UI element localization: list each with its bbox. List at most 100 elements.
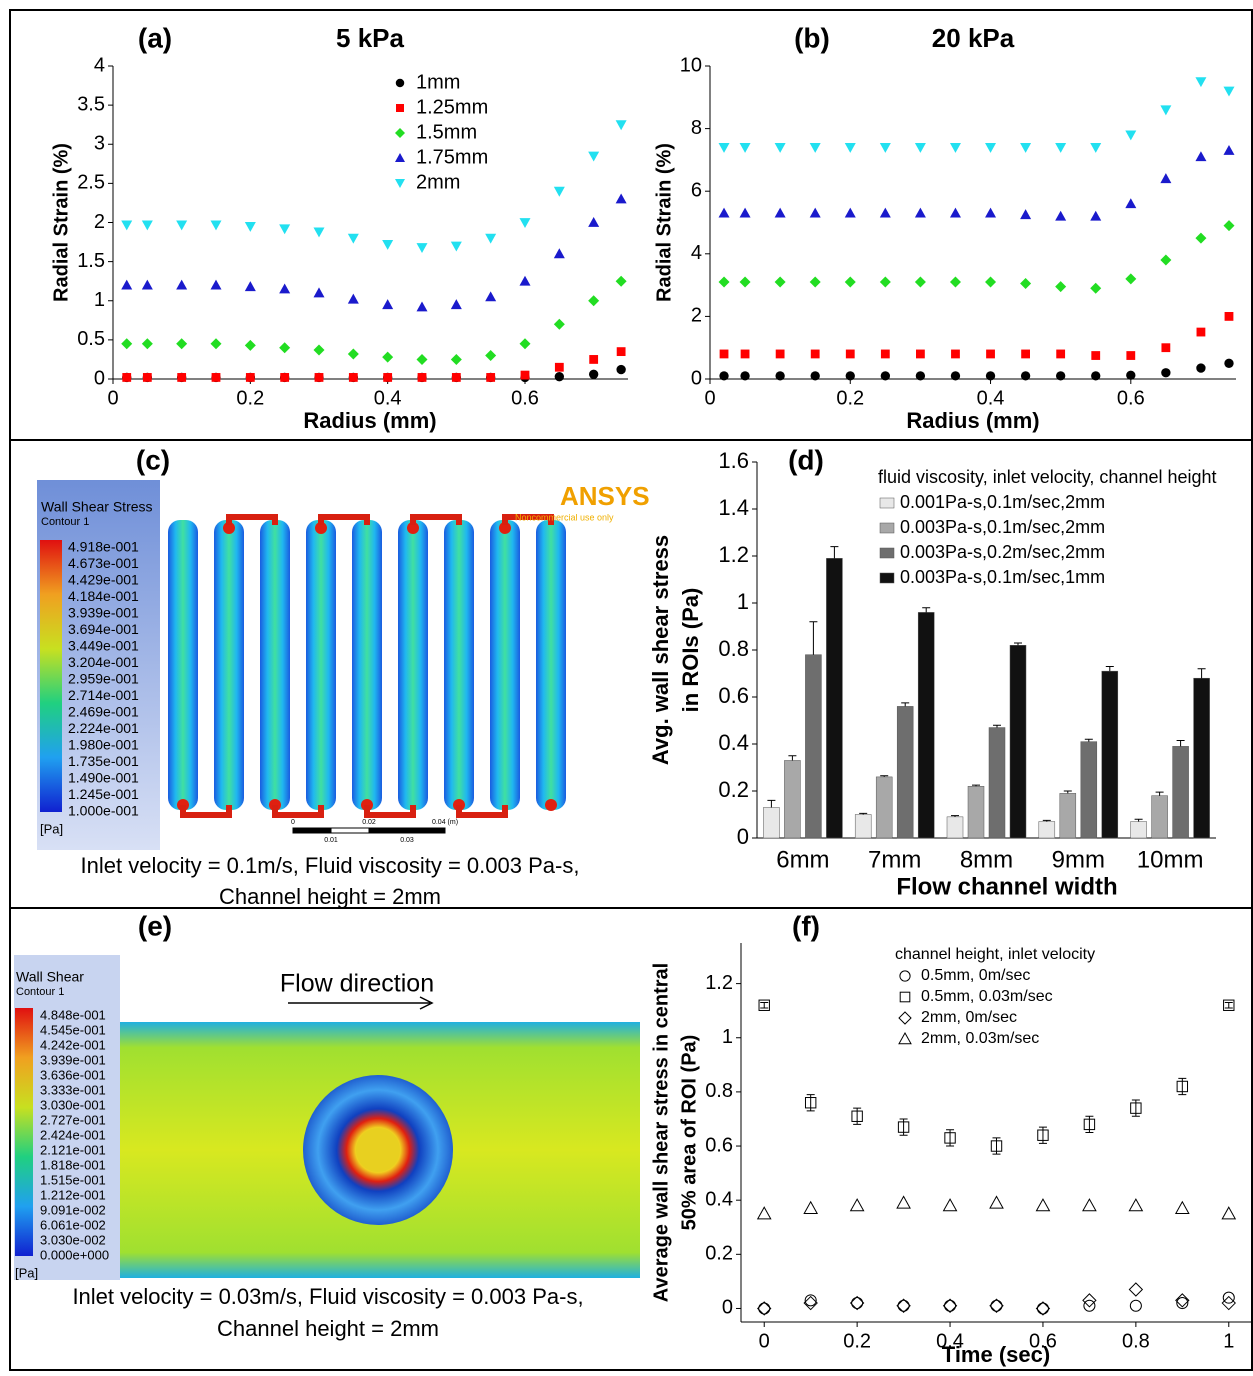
marker <box>880 143 891 153</box>
channel <box>398 520 428 810</box>
legend-title: Wall Shear <box>16 969 84 985</box>
marker <box>950 143 961 153</box>
x-tick-label: 1 <box>1223 1330 1234 1352</box>
y-axis-label: in ROIs (Pa) <box>678 588 703 713</box>
legend-label: 0.5mm, 0.03m/sec <box>921 988 1053 1005</box>
panel-label: (c) <box>136 444 170 475</box>
marker <box>1090 143 1101 153</box>
marker <box>451 354 462 365</box>
legend-swatch <box>880 523 894 533</box>
bar <box>855 815 871 839</box>
error-bar <box>1177 740 1185 746</box>
y-tick-label: 0.5 <box>77 328 105 350</box>
error-bar <box>1106 666 1114 671</box>
scale-label: 0.02 <box>362 819 376 826</box>
error-bar <box>1085 739 1093 741</box>
logo-note: Noncommercial use only <box>515 512 614 522</box>
marker <box>589 355 598 364</box>
marker <box>348 348 359 359</box>
colorbar-label: 9.091e-002 <box>40 1202 106 1217</box>
y-axis-label: Radial Strain (%) <box>50 143 72 302</box>
marker <box>951 371 960 380</box>
marker <box>719 371 728 380</box>
error-bar <box>1064 791 1072 793</box>
marker <box>451 299 462 309</box>
marker <box>810 208 821 218</box>
panel-label: (d) <box>788 444 824 475</box>
marker <box>758 1302 771 1315</box>
x-tick-label: 0 <box>759 1330 770 1352</box>
y-axis-label: 50% area of ROI (Pa) <box>678 1035 700 1231</box>
marker <box>852 1298 863 1309</box>
error-bar <box>993 725 1001 727</box>
marker <box>1036 1199 1049 1211</box>
bar <box>1194 678 1210 838</box>
marker <box>1125 198 1136 208</box>
y-axis-label: Avg. wall shear stress <box>648 535 673 765</box>
colorbar-label: 4.673e-001 <box>68 555 139 571</box>
colorbar-label: 0.000e+000 <box>40 1247 109 1262</box>
y-tick-label: 0.8 <box>705 1080 733 1102</box>
y-tick-label: 4 <box>691 242 702 264</box>
caption: Channel height = 2mm <box>219 884 441 909</box>
marker <box>616 365 625 374</box>
panel-label: (e) <box>138 910 172 941</box>
legend-label: 0.5mm, 0m/sec <box>921 967 1030 984</box>
colorbar-label: 4.242e-001 <box>40 1037 106 1052</box>
colorbar-label: 1.515e-001 <box>40 1172 106 1187</box>
marker <box>1197 328 1206 337</box>
caption: Inlet velocity = 0.1m/s, Fluid viscosity… <box>81 853 580 878</box>
bar <box>989 728 1005 838</box>
bar <box>1010 645 1026 838</box>
marker <box>246 373 255 382</box>
marker <box>616 276 627 287</box>
legend-label: 0.003Pa-s,0.1m/sec,2mm <box>900 517 1105 537</box>
y-tick-label: 1.5 <box>77 250 105 272</box>
marker <box>1056 350 1065 359</box>
y-tick-label: 0.2 <box>705 1243 733 1265</box>
marker <box>1125 130 1136 140</box>
y-tick-label: 8 <box>691 117 702 139</box>
marker <box>950 208 961 218</box>
marker <box>880 208 891 218</box>
legend-title: Wall Shear Stress <box>41 499 153 515</box>
marker <box>985 143 996 153</box>
colorbar-label: 3.694e-001 <box>68 621 139 637</box>
marker <box>122 373 131 382</box>
bar <box>1173 746 1189 838</box>
legend-label: 0.003Pa-s,0.1m/sec,1mm <box>900 567 1105 587</box>
marker <box>1129 1283 1142 1296</box>
legend-marker <box>396 104 404 112</box>
x-axis-label: Radius (mm) <box>906 408 1039 433</box>
annotation: Flow direction <box>280 970 434 998</box>
x-tick-label: 0.4 <box>936 1330 964 1352</box>
scale-label: 0 <box>291 819 295 826</box>
marker <box>142 338 153 349</box>
marker <box>176 338 187 349</box>
x-tick-label: 0.4 <box>374 387 402 409</box>
marker <box>740 143 751 153</box>
y-tick-label: 0 <box>691 367 702 389</box>
marker <box>121 220 132 230</box>
marker <box>915 208 926 218</box>
marker <box>314 227 325 237</box>
marker <box>383 373 392 382</box>
bar <box>1039 822 1055 838</box>
y-tick-label: 10 <box>680 54 702 76</box>
x-tick-label: 0 <box>704 387 715 409</box>
legend-label: 1.25mm <box>416 96 488 118</box>
marker <box>776 350 785 359</box>
marker <box>950 276 961 287</box>
inlet <box>545 799 557 811</box>
y-tick-label: 0 <box>722 1297 733 1319</box>
y-axis-label: Average wall shear stress in central <box>650 963 672 1302</box>
colorbar-unit: [Pa] <box>15 1265 38 1280</box>
y-tick-label: 1 <box>94 289 105 311</box>
marker <box>520 276 531 286</box>
marker <box>811 371 820 380</box>
marker <box>804 1202 817 1214</box>
bar <box>826 558 842 838</box>
x-tick-label: 0.6 <box>1117 387 1145 409</box>
error-bar <box>1156 792 1164 796</box>
marker <box>758 1207 771 1219</box>
